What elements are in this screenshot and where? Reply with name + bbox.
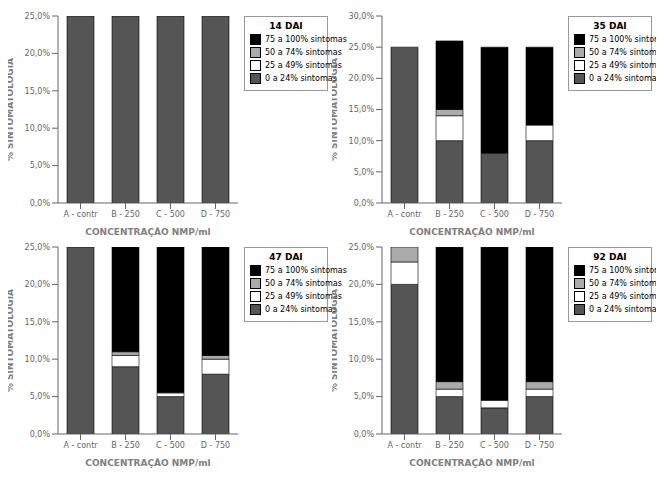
svg-text:B - 250: B - 250 <box>435 441 464 450</box>
svg-text:CONCENTRAÇÃO NMP/ml: CONCENTRAÇÃO NMP/ml <box>85 227 210 237</box>
svg-text:5,0%: 5,0% <box>30 161 51 170</box>
svg-text:5,0%: 5,0% <box>354 392 375 401</box>
svg-text:30,0%: 30,0% <box>349 12 375 21</box>
html-text:0 a 24% sintomas: 0 a 24% sintomas <box>265 74 337 83</box>
html-text:35 DAI: 35 DAI <box>593 21 627 31</box>
svg-text:10,0%: 10,0% <box>349 137 375 146</box>
svg-text:20,0%: 20,0% <box>25 49 51 58</box>
svg-text:D - 750: D - 750 <box>525 210 554 219</box>
html-text:25 a 49% sintomas: 25 a 49% sintomas <box>265 292 342 301</box>
svg-text:C - 500: C - 500 <box>156 441 185 450</box>
svg-text:% SINTOMATOLOGIA: % SINTOMATOLOGIA <box>332 289 339 392</box>
svg-text:20,0%: 20,0% <box>349 74 375 83</box>
svg-text:10,0%: 10,0% <box>25 355 51 364</box>
svg-text:10,0%: 10,0% <box>349 355 375 364</box>
svg-text:25,0%: 25,0% <box>25 12 51 21</box>
svg-text:25,0%: 25,0% <box>349 243 375 252</box>
svg-text:15,0%: 15,0% <box>25 318 51 327</box>
html-text:47 DAI: 47 DAI <box>269 252 303 262</box>
svg-text:15,0%: 15,0% <box>349 105 375 114</box>
svg-text:% SINTOMATOLOGIA: % SINTOMATOLOGIA <box>8 58 15 161</box>
svg-text:A - contr: A - contr <box>387 210 422 219</box>
html-text:92 DAI: 92 DAI <box>593 252 627 262</box>
svg-text:15,0%: 15,0% <box>25 87 51 96</box>
svg-text:25,0%: 25,0% <box>25 243 51 252</box>
svg-text:20,0%: 20,0% <box>25 280 51 289</box>
svg-text:5,0%: 5,0% <box>30 392 51 401</box>
html-text:0 a 24% sintomas: 0 a 24% sintomas <box>265 305 337 314</box>
svg-text:15,0%: 15,0% <box>349 318 375 327</box>
svg-text:0,0%: 0,0% <box>354 199 375 208</box>
svg-text:CONCENTRAÇÃO NMP/ml: CONCENTRAÇÃO NMP/ml <box>409 227 534 237</box>
svg-text:25,0%: 25,0% <box>349 43 375 52</box>
html-text:50 a 74% sintomas: 50 a 74% sintomas <box>265 279 342 288</box>
svg-text:0,0%: 0,0% <box>30 430 51 439</box>
html-text:14 DAI: 14 DAI <box>269 21 303 31</box>
svg-text:0,0%: 0,0% <box>354 430 375 439</box>
svg-text:20,0%: 20,0% <box>349 280 375 289</box>
svg-text:D - 750: D - 750 <box>525 441 554 450</box>
html-text:50 a 74% sintomas: 50 a 74% sintomas <box>265 48 342 57</box>
svg-text:C - 500: C - 500 <box>480 210 509 219</box>
svg-text:B - 250: B - 250 <box>111 210 140 219</box>
svg-text:B - 250: B - 250 <box>435 210 464 219</box>
svg-text:0,0%: 0,0% <box>30 199 51 208</box>
svg-text:A - contr: A - contr <box>387 441 422 450</box>
svg-text:% SINTOMATOLOGIA: % SINTOMATOLOGIA <box>332 58 339 161</box>
svg-text:A - contr: A - contr <box>63 441 98 450</box>
svg-text:D - 750: D - 750 <box>201 441 230 450</box>
svg-text:CONCENTRAÇÃO NMP/ml: CONCENTRAÇÃO NMP/ml <box>85 458 210 468</box>
html-text:75 a 100% sintomas: 75 a 100% sintomas <box>265 35 347 44</box>
html-text:25 a 49% sintomas: 25 a 49% sintomas <box>265 61 342 70</box>
svg-text:CONCENTRAÇÃO NMP/ml: CONCENTRAÇÃO NMP/ml <box>409 458 534 468</box>
svg-text:C - 500: C - 500 <box>480 441 509 450</box>
svg-text:C - 500: C - 500 <box>156 210 185 219</box>
svg-text:5,0%: 5,0% <box>354 168 375 177</box>
svg-text:10,0%: 10,0% <box>25 124 51 133</box>
svg-text:A - contr: A - contr <box>63 210 98 219</box>
svg-text:B - 250: B - 250 <box>111 441 140 450</box>
svg-text:D - 750: D - 750 <box>201 210 230 219</box>
html-text:75 a 100% sintomas: 75 a 100% sintomas <box>265 266 347 275</box>
svg-text:% SINTOMATOLOGIA: % SINTOMATOLOGIA <box>8 289 15 392</box>
